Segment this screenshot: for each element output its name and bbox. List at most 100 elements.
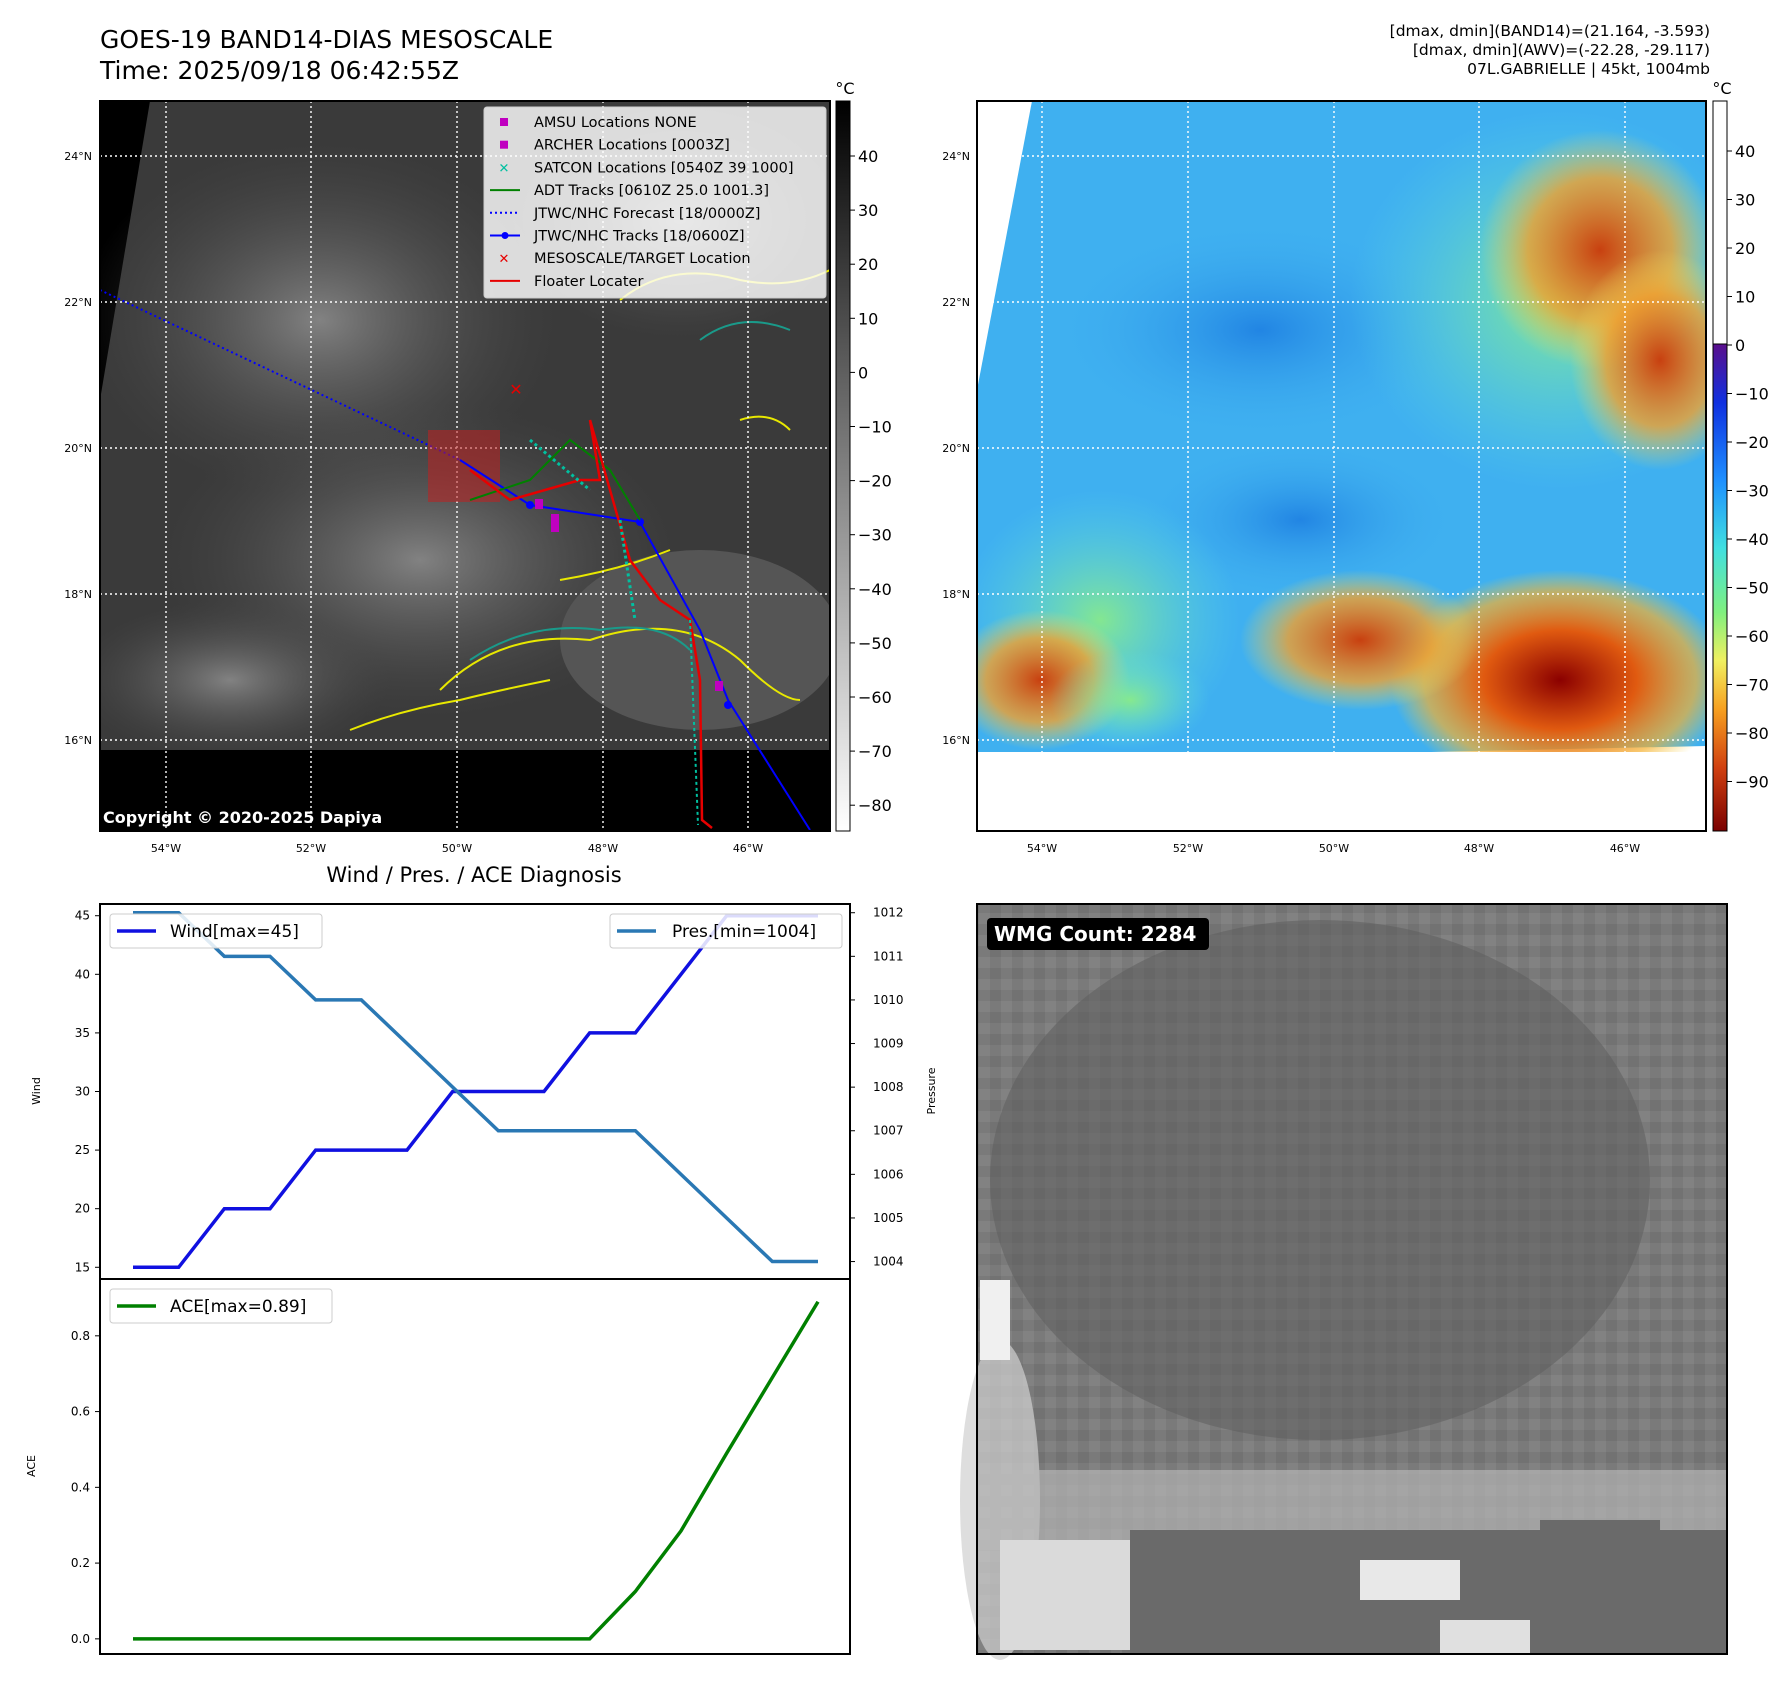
legend-label: JTWC/NHC Forecast [18/0000Z]	[533, 206, 760, 222]
color-tick-label: 20	[1735, 239, 1755, 258]
wind-ytick-label: 20	[75, 1202, 90, 1216]
pressure-ytick-label: 1007	[873, 1124, 904, 1138]
legend-item: JTWC/NHC Forecast [18/0000Z]	[490, 206, 760, 222]
color-tick-label: −20	[1735, 433, 1769, 452]
wind-ylabel: Wind	[30, 1077, 43, 1105]
wmg-count-badge	[987, 918, 1209, 950]
gray-tick-label: −20	[858, 472, 892, 491]
legend-item: ARCHER Locations [0003Z]	[500, 138, 730, 154]
wind-legend-box	[109, 913, 323, 949]
ace-legend-label: ACE[max=0.89]	[170, 1297, 306, 1317]
adt-track	[469, 438, 641, 521]
color-colorbar-unit: °C	[1712, 79, 1731, 98]
gray-tick-label: −60	[858, 688, 892, 707]
ace-ylabel: ACE	[25, 1455, 38, 1477]
color-tick-label: −10	[1735, 385, 1769, 404]
lon-tick-label-left: 54°W	[151, 842, 181, 855]
pressure-ytick-label: 1005	[873, 1211, 904, 1225]
legend-item: JTWC/NHC Tracks [18/0600Z]	[490, 229, 745, 245]
gray-tick-label: 40	[858, 147, 878, 166]
color-tick-label: 40	[1735, 142, 1755, 161]
legend-item: ✕ SATCON Locations [0540Z 39 1000]	[499, 160, 794, 176]
map-frame-left	[99, 100, 831, 832]
pressure-ytick-label: 1010	[873, 993, 904, 1007]
color-tick-label: 0	[1735, 336, 1745, 355]
legend: AMSU Locations NONE ARCHER Locations [000…	[483, 106, 827, 299]
color-tick-label: −80	[1735, 724, 1769, 743]
gray-tick-label: −10	[858, 418, 892, 437]
archer-marker	[715, 681, 723, 691]
color-tick-label: −40	[1735, 530, 1769, 549]
gray-tick-label: −80	[858, 796, 892, 815]
ace-chart: 0.0 0.2 0.4 0.6 0.8 ACE[max=0.89]	[71, 1288, 820, 1646]
legend-item: Floater Locater	[490, 274, 643, 290]
lon-tick-label-left: 48°W	[588, 842, 618, 855]
gray-tick-label: 20	[858, 255, 878, 274]
legend-label: SATCON Locations [0540Z 39 1000]	[534, 160, 793, 176]
color-tick-label: 30	[1735, 191, 1755, 210]
lat-tick-label-right: 20°N	[942, 442, 970, 455]
copyright: Copyright © 2020-2025 Dapiya	[103, 808, 382, 827]
wmg-frame	[976, 903, 1728, 1655]
map-axis-ticks: 24°N 24°N 22°N 22°N 20°N 20°N 18°N 18°N 16°N 16°N…	[64, 150, 1640, 855]
color-tick-label: −90	[1735, 773, 1769, 792]
chart-title: Wind / Pres. / ACE Diagnosis	[326, 863, 621, 887]
lon-tick-label-right: 52°W	[1173, 842, 1203, 855]
legend-item: AMSU Locations NONE	[500, 115, 697, 131]
lat-tick-label-left: 20°N	[64, 442, 92, 455]
lon-tick-label-right: 48°W	[1464, 842, 1494, 855]
pressure-ytick-label: 1006	[873, 1167, 904, 1181]
ace-ytick-label: 0.6	[71, 1405, 90, 1419]
target-location-marker: ✕	[509, 380, 522, 399]
pressure-legend-box	[609, 913, 843, 949]
ace-legend: ACE[max=0.89]	[109, 1288, 333, 1324]
info-line-3: 07L.GABRIELLE | 45kt, 1004mb	[1467, 60, 1710, 78]
lon-tick-label-left: 50°W	[442, 842, 472, 855]
ace-ytick-label: 0.8	[71, 1329, 90, 1343]
pressure-ytick-label: 1004	[873, 1255, 904, 1269]
pressure-ytick-label: 1011	[873, 949, 904, 963]
wind-ytick-label: 40	[75, 967, 90, 981]
jtwc-forecast-track	[100, 289, 461, 461]
legend-label: ADT Tracks [0610Z 25.0 1001.3]	[534, 183, 769, 199]
ace-ytick-label: 0.2	[71, 1556, 90, 1570]
legend-dot-icon	[501, 232, 509, 239]
wind-ytick-label: 35	[75, 1026, 90, 1040]
pressure-legend: Pres.[min=1004]	[609, 913, 843, 949]
pressure-ytick-label: 1012	[873, 906, 904, 920]
gray-tick-label: 0	[858, 363, 868, 382]
legend-x-icon: ✕	[499, 161, 510, 176]
floater-box	[428, 430, 500, 502]
color-colorbar-ticks: 40 30 20 10 0 −10 −20 −30 −40 −50 −60 −70 −80 −90	[1727, 142, 1769, 792]
lon-tick-label-left: 46°W	[733, 842, 763, 855]
wind-legend-label: Wind[max=45]	[170, 922, 299, 942]
lon-tick-label-left: 52°W	[296, 842, 326, 855]
gray-tick-label: −70	[858, 742, 892, 761]
gray-colorbar-ticks: 40 30 20 10 0 −10 −20 −30 −40 −50 −60 −70 −80	[850, 147, 892, 815]
wmg-count: WMG Count: 2284	[994, 922, 1196, 946]
map-grid-right	[977, 101, 1706, 831]
gray-colorbar-unit: °C	[835, 79, 854, 98]
lat-tick-label-left: 22°N	[64, 296, 92, 309]
legend-label: AMSU Locations NONE	[534, 115, 697, 131]
track-overlays: ✕	[100, 289, 811, 831]
gray-tick-label: 30	[858, 201, 878, 220]
wmg-image	[960, 904, 1727, 1660]
legend-square-icon	[500, 118, 508, 126]
wind-legend: Wind[max=45]	[109, 913, 323, 949]
legend-square-icon	[500, 140, 508, 149]
lon-tick-label-right: 46°W	[1610, 842, 1640, 855]
info-line-1: [dmax, dmin](BAND14)=(21.164, -3.593)	[1389, 22, 1710, 40]
title-line-1: GOES-19 BAND14-DIAS MESOSCALE	[100, 25, 554, 54]
color-tick-label: −50	[1735, 579, 1769, 598]
gray-tick-label: −30	[858, 526, 892, 545]
wind-pressure-chart: 15 20 25 30 35 40 45 1004 1005 1006 1007 1008 1009 10…	[75, 906, 904, 1275]
legend-label: JTWC/NHC Tracks [18/0600Z]	[533, 229, 745, 245]
floater-locater	[469, 419, 713, 829]
info-line-2: [dmax, dmin](AWV)=(-22.28, -29.117)	[1412, 41, 1710, 59]
legend-label: MESOSCALE/TARGET Location	[534, 251, 751, 267]
lon-tick-label-right: 54°W	[1027, 842, 1057, 855]
lat-tick-label-right: 22°N	[942, 296, 970, 309]
lat-tick-label-left: 18°N	[64, 588, 92, 601]
